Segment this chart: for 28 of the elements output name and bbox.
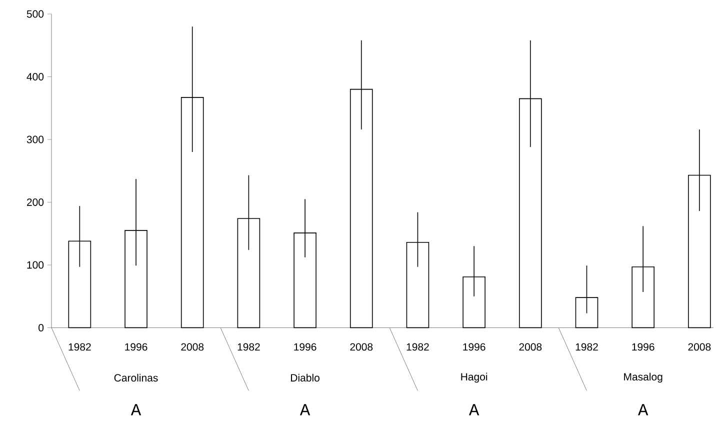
y-tick-label: 0 (38, 324, 44, 332)
y-tick-label: 300 (26, 136, 44, 144)
x-tick-label: 2008 (519, 343, 542, 351)
text: A (300, 404, 310, 416)
x-tick-label: 1982 (238, 343, 260, 351)
y-tick-label: 400 (26, 73, 44, 80)
text: Hagoi (461, 372, 488, 383)
x-tick-label: 1982 (576, 343, 598, 351)
y-tick-label: 200 (26, 198, 44, 206)
text: A (130, 404, 142, 416)
x-tick-label: 1996 (294, 343, 316, 351)
text: Carolinas (114, 374, 158, 382)
x-tick-label: 1996 (463, 343, 486, 351)
text: A (468, 404, 480, 416)
y-tick-label: 100 (27, 261, 44, 269)
x-tick-label: 1982 (68, 343, 91, 351)
text: A (638, 404, 648, 416)
x-tick-label: 2008 (181, 343, 204, 351)
bar (688, 174, 711, 328)
x-tick-label: 2008 (688, 343, 711, 351)
bar (519, 98, 542, 328)
x-tick-label: 2008 (350, 343, 373, 351)
x-tick-label: 1982 (406, 343, 429, 351)
text: Masalog (624, 372, 662, 383)
x-tick-label: 1996 (125, 343, 148, 351)
text: Diablo (291, 374, 320, 382)
x-tick-label: 1996 (632, 343, 654, 351)
y-tick-label: 500 (26, 10, 44, 18)
